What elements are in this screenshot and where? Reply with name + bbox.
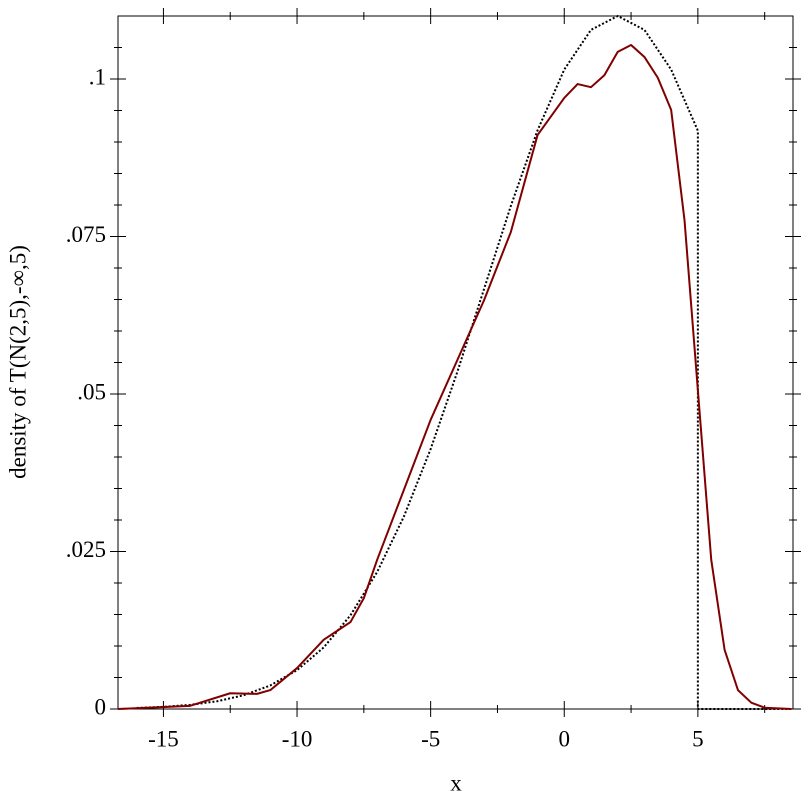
x-tick-label: -10 xyxy=(282,726,313,751)
y-axis-label: density of T(N(2,5),-∞,5) xyxy=(5,245,30,479)
y-tick-label: .05 xyxy=(77,379,106,404)
series-line xyxy=(136,15,792,710)
y-tick-label: .025 xyxy=(66,537,106,562)
y-tick-label: .075 xyxy=(66,222,106,247)
x-tick-label: 5 xyxy=(692,726,704,751)
x-axis-label: x xyxy=(450,770,462,795)
x-tick-label: 0 xyxy=(559,726,571,751)
y-tick-label: 0 xyxy=(95,694,107,719)
x-tick-label: -5 xyxy=(421,726,440,751)
series-line xyxy=(117,43,792,710)
x-tick-label: -15 xyxy=(148,726,179,751)
y-tick-label: .1 xyxy=(89,64,106,89)
